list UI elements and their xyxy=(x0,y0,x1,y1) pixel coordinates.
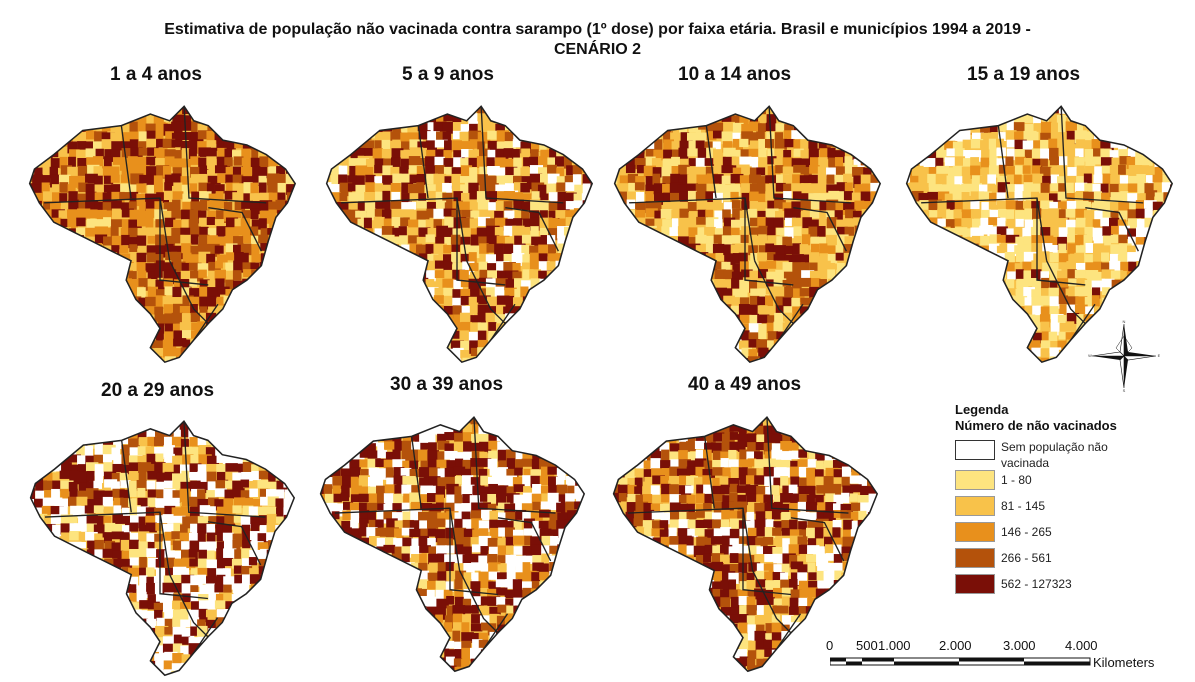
scale-tick-0: 0 xyxy=(826,638,834,653)
legend-swatch-none xyxy=(955,440,995,460)
legend-label-none-1: Sem população não xyxy=(1001,440,1108,454)
brazil-map-20-29 xyxy=(29,419,296,677)
brazil-map-40-49 xyxy=(612,415,879,673)
scale-tick-2000: 2.000 xyxy=(939,638,972,653)
scale-tick-4000: 4.000 xyxy=(1065,638,1098,653)
legend-label-2: 81 - 145 xyxy=(1001,499,1046,513)
scale-unit: Kilometers xyxy=(1093,655,1155,670)
compass-w: W xyxy=(1088,353,1092,358)
legend-label-4: 266 - 561 xyxy=(1001,551,1052,565)
map-panel-15-19: 15 a 19 anos xyxy=(892,62,1182,367)
brazil-map-1-4 xyxy=(28,105,297,364)
title-line-2: CENÁRIO 2 xyxy=(553,41,642,58)
title-line-1: Estimativa de população não vacinada con… xyxy=(164,21,1031,38)
map-label-30-39: 30 a 39 anos xyxy=(390,374,504,395)
map-panel-40-49: 40 a 49 anos xyxy=(598,372,888,678)
brazil-map-15-19 xyxy=(905,105,1174,364)
compass-s: S xyxy=(1123,388,1126,392)
legend-subtitle: Número de não vacinados xyxy=(955,418,1117,433)
legend-title: Legenda xyxy=(955,402,1009,417)
map-label-5-9: 5 a 9 anos xyxy=(402,64,494,85)
scale-bar-graphic xyxy=(830,657,1091,666)
compass-n: N xyxy=(1123,320,1126,324)
scale-tick-500: 500 xyxy=(856,638,878,653)
map-label-10-14: 10 a 14 anos xyxy=(678,64,792,85)
legend-swatch-4 xyxy=(955,548,995,568)
map-title: Estimativa de população não vacinada con… xyxy=(0,20,1195,60)
legend-swatch-1 xyxy=(955,470,995,490)
scale-bar: 0 500 1.000 2.000 3.000 4.000 Kilometers xyxy=(825,638,1185,678)
map-panel-10-14: 10 a 14 anos xyxy=(600,62,890,367)
legend-swatch-2 xyxy=(955,496,995,516)
brazil-map-30-39 xyxy=(319,415,586,673)
map-label-20-29: 20 a 29 anos xyxy=(101,380,215,401)
map-label-40-49: 40 a 49 anos xyxy=(688,374,802,395)
legend-label-1: 1 - 80 xyxy=(1001,473,1032,487)
scale-tick-3000: 3.000 xyxy=(1003,638,1036,653)
brazil-map-10-14 xyxy=(613,105,882,364)
map-panel-20-29: 20 a 29 anos xyxy=(15,378,305,678)
legend-label-3: 146 - 265 xyxy=(1001,525,1052,539)
legend-label-5: 562 - 127323 xyxy=(1001,577,1072,591)
map-label-1-4: 1 a 4 anos xyxy=(110,64,202,85)
map-panel-1-4: 1 a 4 anos xyxy=(15,62,305,367)
legend-swatch-5 xyxy=(955,574,995,594)
brazil-map-5-9 xyxy=(325,105,594,364)
legend: Legenda Número de não vacinados Sem popu… xyxy=(955,402,1185,594)
map-label-15-19: 15 a 19 anos xyxy=(967,64,1081,85)
compass-e: E xyxy=(1158,353,1160,358)
legend-swatch-3 xyxy=(955,522,995,542)
legend-label-none-2: vacinada xyxy=(1001,456,1050,470)
map-panel-5-9: 5 a 9 anos xyxy=(312,62,602,367)
map-panel-30-39: 30 a 39 anos xyxy=(305,372,595,678)
scale-tick-1000: 1.000 xyxy=(878,638,911,653)
compass-rose-icon: N S E W xyxy=(1088,320,1160,392)
